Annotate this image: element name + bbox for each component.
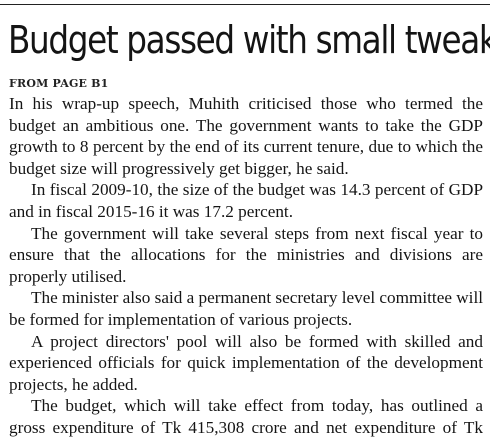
jump-line: FROM PAGE B1	[9, 77, 109, 90]
paragraph: In his wrap-up speech, Muhith criticised…	[9, 94, 483, 178]
headline: Budget passed with small tweaks	[8, 18, 490, 62]
article-body: In his wrap-up speech, Muhith criticised…	[9, 93, 483, 443]
paragraph: The budget, which will take effect from …	[9, 396, 483, 443]
paragraph: A project directors' pool will also be f…	[9, 331, 483, 394]
top-divider	[0, 4, 490, 5]
paragraph: In fiscal 2009-10, the size of the budge…	[9, 180, 483, 221]
paragraph: The government will take several steps f…	[9, 223, 483, 286]
paragraph: The minister also said a permanent secre…	[9, 288, 483, 329]
